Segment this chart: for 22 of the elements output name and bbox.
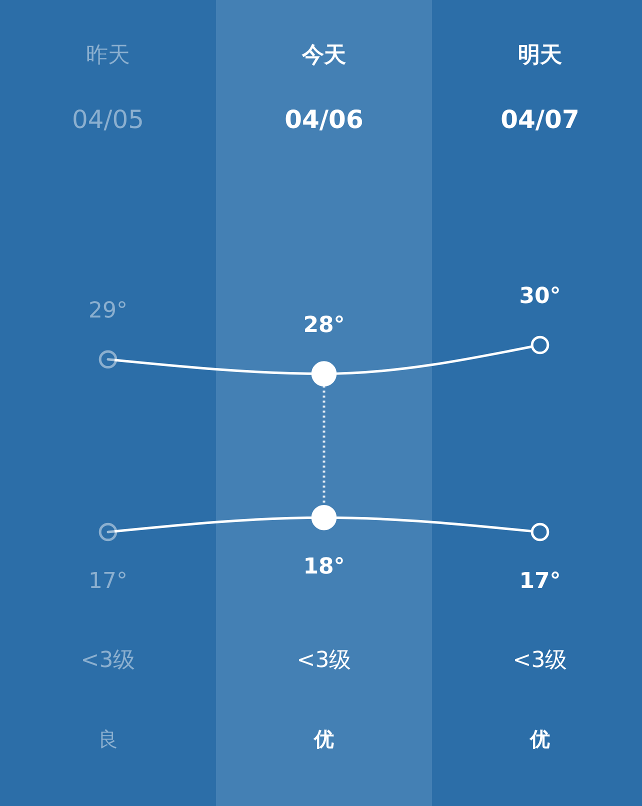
data-label: 18°: [303, 554, 345, 580]
text: <3级: [296, 648, 352, 673]
point: [98, 522, 118, 542]
point: [98, 350, 118, 369]
data-label: 17°: [519, 569, 561, 594]
x-tick-label: 昨天: [86, 43, 130, 68]
text: 良: [98, 727, 118, 751]
x-tick-label: 今天: [301, 43, 346, 68]
text: 04/05: [72, 105, 144, 134]
text: <3级: [80, 648, 136, 673]
x-tick-label: 明天: [518, 43, 562, 68]
text: 04/06: [284, 105, 364, 134]
data-label: 29°: [88, 298, 128, 324]
text: <3级: [512, 648, 568, 673]
point: [530, 336, 550, 354]
text: 优: [313, 727, 334, 751]
text: 优: [529, 727, 550, 751]
data-label: 17°: [88, 569, 128, 594]
data-label: 30°: [519, 284, 561, 309]
text: 04/07: [500, 105, 580, 134]
data-label: 28°: [303, 312, 345, 338]
point: [530, 522, 550, 542]
